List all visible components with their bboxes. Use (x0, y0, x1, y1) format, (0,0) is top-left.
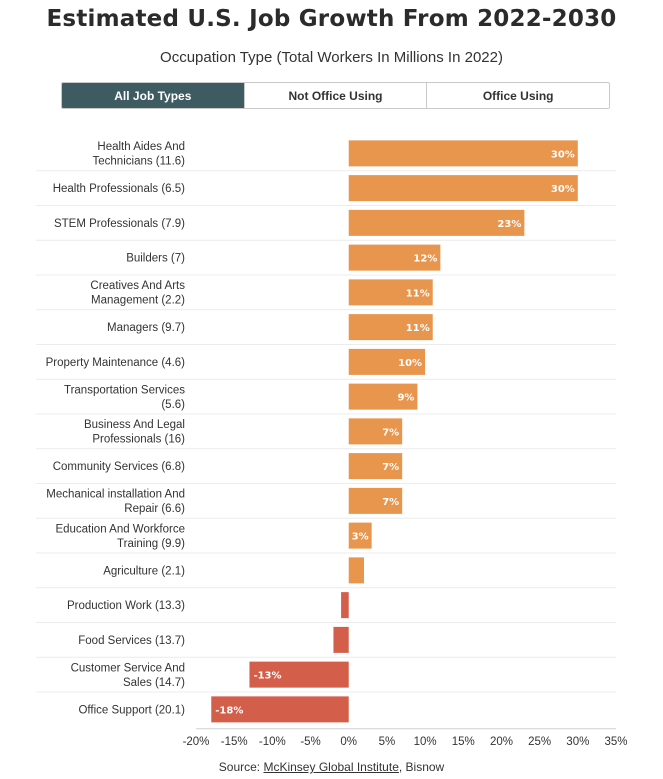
x-tick-label: 35% (604, 736, 627, 748)
category-label: STEM Professionals (7.9) (54, 218, 185, 230)
source-note: Source: McKinsey Global Institute, Bisno… (0, 760, 663, 774)
x-tick-label: 5% (379, 736, 396, 748)
bar (348, 279, 433, 306)
category-label: Builders (7) (126, 253, 185, 265)
category-label: Business And Legal (84, 419, 185, 431)
category-label: Managers (9.7) (107, 322, 185, 334)
category-label: Education And Workforce (55, 523, 185, 535)
bar (348, 557, 364, 584)
job-growth-bar-chart: -20% -15% -10% -5% 0% 5% 10% 15% 20% 25% 30% 35% 30%… (36, 140, 628, 748)
category-label: Technicians (11.6) (93, 156, 186, 168)
category-label: Production Work (13.3) (67, 600, 185, 612)
x-tick-label: -15% (221, 736, 248, 748)
tab-all-job-types[interactable]: All Job Types (62, 83, 245, 108)
bar-value-label: 30% (551, 149, 575, 160)
x-tick-label: -5% (300, 736, 320, 748)
bar-value-label: 11% (406, 323, 430, 334)
x-tick-label: 15% (452, 736, 475, 748)
category-label: Training (9.9) (117, 538, 185, 550)
category-label: Community Services (6.8) (53, 461, 185, 473)
category-label: (5.6) (161, 399, 185, 411)
bar (348, 348, 426, 375)
category-label: Creatives And Arts (90, 280, 185, 292)
x-tick-label: 20% (490, 736, 513, 748)
source-link[interactable]: McKinsey Global Institute (263, 760, 399, 774)
bar (341, 592, 349, 619)
category-label: Health Aides And (97, 141, 185, 153)
bar (348, 244, 441, 271)
bar-value-label: 7% (382, 427, 399, 438)
category-label: Customer Service And (71, 662, 185, 674)
bar (348, 522, 372, 549)
bar (348, 383, 418, 410)
category-label: Professionals (16) (92, 434, 185, 446)
bar-value-label: 30% (551, 184, 575, 195)
job-type-tabs: All Job Types Not Office Using Office Us… (61, 82, 610, 109)
bar-value-label: 23% (497, 219, 521, 230)
bar-value-label: 10% (398, 358, 422, 369)
category-label: Health Professionals (6.5) (53, 183, 185, 195)
bar-value-label: 7% (382, 462, 399, 473)
x-tick-label: 25% (528, 736, 551, 748)
tab-office-using[interactable]: Office Using (427, 83, 609, 108)
chart-subtitle: Occupation Type (Total Workers In Millio… (160, 49, 503, 66)
category-label: Mechanical installation And (46, 489, 185, 501)
bar-value-label: 3% (352, 532, 369, 543)
category-label: Management (2.2) (91, 295, 185, 307)
x-tick-label: 0% (340, 736, 357, 748)
bar (249, 661, 349, 688)
bar-value-label: 12% (413, 254, 437, 265)
bar (333, 626, 349, 653)
category-label: Agriculture (2.1) (103, 565, 185, 577)
x-tick-label: 30% (566, 736, 589, 748)
bar (348, 453, 403, 480)
category-label: Office Support (20.1) (78, 704, 185, 716)
bar-value-label: -13% (253, 671, 281, 682)
bar-value-label: 9% (397, 393, 414, 404)
x-tick-label: 10% (414, 736, 437, 748)
bar (348, 175, 578, 202)
bar-value-label: -18% (215, 705, 243, 716)
bar (348, 418, 403, 445)
category-label: Property Maintenance (4.6) (46, 357, 186, 369)
source-suffix: , Bisnow (398, 760, 445, 774)
x-tick-label: -20% (183, 736, 210, 748)
bar (211, 696, 349, 723)
category-label: Transportation Services (64, 384, 185, 396)
category-label: Repair (6.6) (124, 503, 185, 515)
category-label: Food Services (13.7) (78, 635, 185, 647)
category-label: Sales (14.7) (123, 677, 185, 689)
bar (348, 487, 403, 514)
bar (348, 314, 433, 341)
bar (348, 209, 525, 236)
bar (348, 140, 578, 167)
tab-not-office-using[interactable]: Not Office Using (244, 83, 428, 108)
bar-value-label: 11% (406, 288, 430, 299)
chart-title: Estimated U.S. Job Growth From 2022-2030 (46, 6, 617, 32)
source-prefix: Source: (218, 760, 264, 774)
bar-value-label: 7% (382, 497, 399, 508)
x-tick-label: -10% (259, 736, 286, 748)
